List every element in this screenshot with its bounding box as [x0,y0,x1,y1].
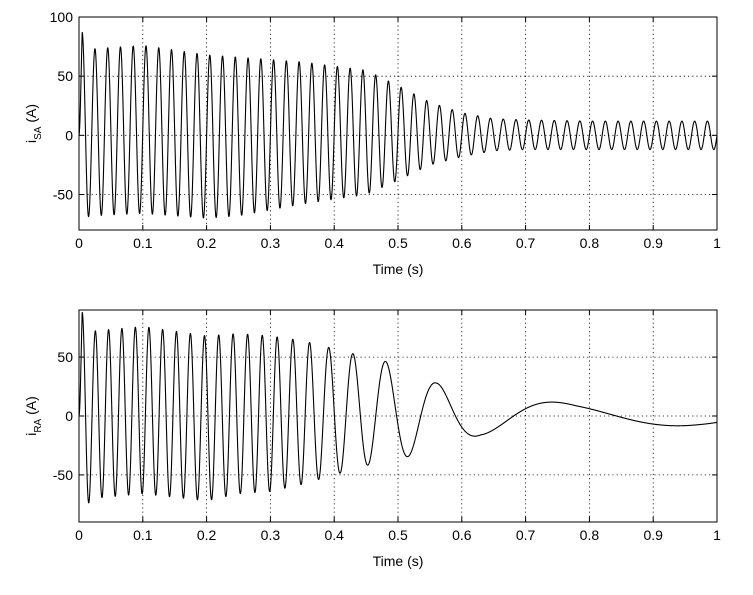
ira-y-tick-label: -50 [53,467,73,483]
isa-y-tick-label: -50 [53,187,73,203]
ira-y-tick-label: 50 [57,349,73,365]
isa-x-tick-label: 0.4 [324,235,344,251]
isa-y-tick-label: 50 [57,68,73,84]
ira-series-line [78,311,718,504]
ira-x-tick-label: 0.6 [452,527,472,543]
isa-x-tick-label: 0.1 [133,235,153,251]
isa-x-axis-label: Time (s) [373,261,424,277]
ira-grid [79,310,717,522]
ira-x-tick-label: 0 [75,527,83,543]
ira-x-tick-label: 0.4 [324,527,344,543]
ira-x-tick-label: 0.7 [516,527,536,543]
isa-x-tick-label: 1 [713,235,721,251]
ira-series [78,311,718,504]
isa-x-tick-label: 0.2 [197,235,217,251]
ira-x-tick-label: 1 [713,527,721,543]
isa-x-tick-label: 0.6 [452,235,472,251]
ira-x-tick-label: 0.3 [261,527,281,543]
isa-x-tick-label: 0 [75,235,83,251]
isa-y-tick-label: 100 [50,9,74,25]
ira-x-tick-label: 0.2 [197,527,217,543]
isa-y-tick-label: 0 [65,127,73,143]
ira-x-tick-label: 0.9 [643,527,663,543]
ira-y-label-main: i [23,433,39,436]
ira-subplot: 0 0.1 0.2 0.3 0.4 0.5 0.6 0.7 0.8 0.9 1 -50 0 50 Time… [23,309,721,569]
isa-x-tick-label: 0.3 [261,235,281,251]
isa-y-label-unit: (A) [23,104,39,127]
ira-x-axis-label: Time (s) [373,553,424,569]
ira-x-tick-label: 0.1 [133,527,153,543]
isa-x-tick-label: 0.5 [388,235,408,251]
ira-ticks: 0 0.1 0.2 0.3 0.4 0.5 0.6 0.7 0.8 0.9 1 -50 0 50 [53,310,721,543]
isa-series [78,31,718,219]
isa-grid [79,17,717,230]
ira-x-tick-label: 0.5 [388,527,408,543]
ira-y-tick-label: 0 [65,408,73,424]
isa-y-label-main: i [23,140,39,143]
isa-x-tick-label: 0.9 [643,235,663,251]
isa-subplot: 0 0.1 0.2 0.3 0.4 0.5 0.6 0.7 0.8 0.9 1 -50 0 50 100 T… [23,9,721,277]
isa-series-line [78,31,718,219]
ira-y-label-subscript: RA [33,418,44,432]
isa-y-label-subscript: SA [33,126,44,140]
isa-x-tick-label: 0.7 [516,235,536,251]
ira-y-label-unit: (A) [23,396,39,419]
ira-x-tick-label: 0.8 [580,527,600,543]
isa-y-axis-label: iSA (A) [23,104,44,143]
isa-x-tick-label: 0.8 [580,235,600,251]
ira-y-axis-label: iRA (A) [23,396,44,436]
isa-ticks: 0 0.1 0.2 0.3 0.4 0.5 0.6 0.7 0.8 0.9 1 -50 0 50 100 [50,9,721,251]
